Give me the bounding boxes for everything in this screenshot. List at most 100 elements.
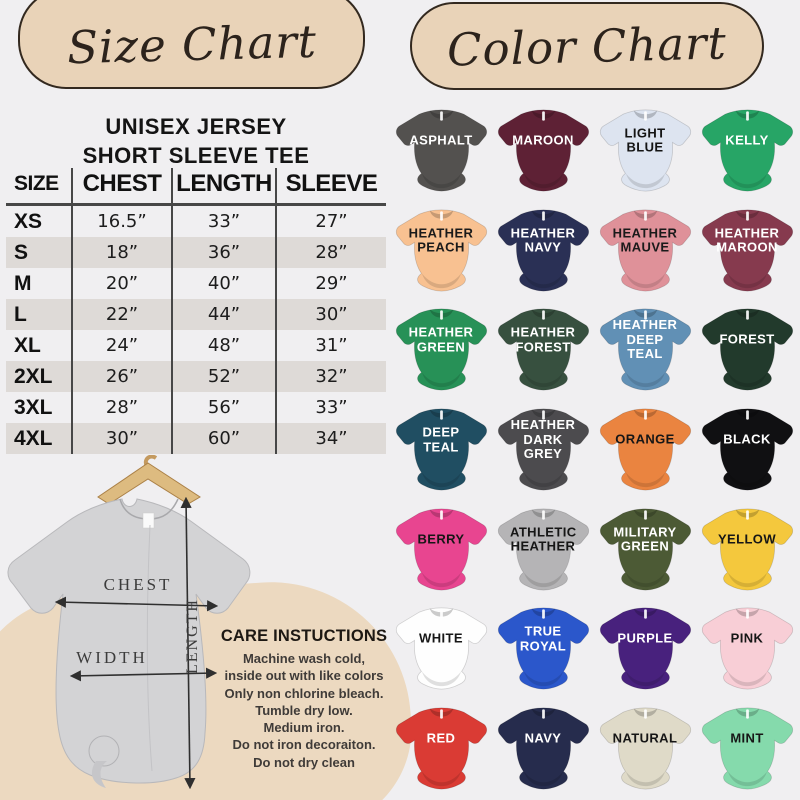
color-swatch: HEATHER NAVY: [492, 200, 594, 300]
color-name-label: TRUE ROYAL: [519, 623, 567, 654]
color-name-label: NAVY: [524, 730, 562, 746]
care-line: Only non chlorine bleach.: [224, 685, 384, 701]
color-name-label: HEATHER DARK GREY: [510, 417, 576, 462]
color-swatch: FOREST: [696, 299, 798, 399]
color-name-label: ATHLETIC HEATHER: [510, 524, 577, 554]
measurement-arrows: [54, 496, 219, 790]
color-swatch: NAVY: [492, 698, 594, 798]
color-name-label: DEEP TEAL: [422, 424, 460, 455]
color-name-label: PINK: [730, 631, 764, 647]
color-swatch: MINT: [696, 698, 798, 798]
color-swatch: DEEP TEAL: [390, 399, 492, 499]
color-swatch: MAROON: [492, 100, 594, 200]
col-header-chest: CHEST: [71, 168, 172, 206]
color-swatch: MILITARY GREEN: [594, 499, 696, 599]
size-cell: M: [14, 271, 32, 295]
tshirt-icon: [698, 105, 797, 195]
sleeve-cell: 27”: [275, 204, 386, 237]
color-swatch: TRUE ROYAL: [492, 599, 594, 699]
color-chart-title: Color Chart: [446, 15, 728, 77]
length-cell: 48”: [171, 330, 276, 361]
size-cell: 3XL: [14, 395, 53, 419]
color-name-label: YELLOW: [717, 531, 776, 547]
size-table-row: 3XL 28” 56” 33”: [6, 392, 386, 423]
color-swatch: ORANGE: [594, 399, 696, 499]
chest-cell: 30”: [71, 423, 172, 454]
chest-cell: 26”: [71, 361, 172, 392]
tshirt-icon: [392, 504, 491, 594]
tshirt-icon: [392, 603, 491, 693]
tshirt-icon: [698, 304, 797, 394]
color-name-label: MILITARY GREEN: [613, 524, 677, 554]
color-name-label: MINT: [730, 730, 764, 746]
col-header-length: LENGTH: [171, 168, 276, 206]
tshirt-icon: [698, 504, 797, 594]
sleeve-cell: 29”: [275, 268, 386, 299]
color-swatch: ASPHALT: [390, 100, 492, 200]
sleeve-cell: 33”: [275, 392, 386, 423]
color-name-label: HEATHER MAROON: [714, 225, 780, 255]
col-header-size: SIZE: [6, 168, 72, 206]
color-swatch: HEATHER MAUVE: [594, 200, 696, 300]
chest-cell: 24”: [71, 330, 172, 361]
length-cell: 33”: [171, 204, 276, 237]
color-name-label: RED: [426, 730, 456, 746]
color-name-label: WHITE: [419, 631, 463, 647]
color-chart-grid: ASPHALT MAROON LIGHT BLUE KELLY HEATHER …: [390, 100, 798, 798]
color-swatch: RED: [390, 698, 492, 798]
size-cell: XS: [14, 209, 43, 233]
color-swatch: LIGHT BLUE: [594, 100, 696, 200]
color-swatch: HEATHER DEEP TEAL: [594, 299, 696, 399]
product-title-line1: UNISEX JERSEY: [105, 114, 287, 139]
size-cell: XL: [14, 333, 41, 357]
size-table-row: 4XL 30” 60” 34”: [6, 423, 386, 454]
tshirt-icon: [698, 404, 797, 494]
length-cell: 52”: [171, 361, 276, 392]
tshirt-figure: [7, 498, 251, 788]
color-swatch: HEATHER DARK GREY: [492, 399, 594, 499]
sleeve-cell: 34”: [275, 423, 386, 454]
size-table-row: L 22” 44” 30”: [6, 299, 386, 330]
chest-cell: 20”: [71, 268, 172, 299]
color-swatch: PINK: [696, 599, 798, 699]
tshirt-icon: [698, 703, 797, 793]
color-name-label: MAROON: [512, 132, 574, 148]
color-swatch: HEATHER MAROON: [696, 200, 798, 300]
color-name-label: ORANGE: [615, 431, 675, 447]
length-cell: 60”: [171, 423, 276, 454]
tshirt-icon: [392, 105, 491, 195]
length-arrow: [180, 496, 196, 790]
size-cell: L: [14, 302, 27, 326]
color-swatch: WHITE: [390, 599, 492, 699]
size-cell: 2XL: [14, 364, 53, 388]
length-cell: 36”: [171, 237, 276, 268]
col-header-sleeve: SLEEVE: [275, 168, 386, 206]
chest-cell: 28”: [71, 392, 172, 423]
color-swatch: HEATHER GREEN: [390, 299, 492, 399]
size-table-header: SIZE CHEST LENGTH SLEEVE: [6, 168, 386, 206]
sleeve-cell: 31”: [275, 330, 386, 361]
size-chart-title: Size Chart: [66, 14, 318, 75]
color-name-label: HEATHER DEEP TEAL: [612, 317, 678, 362]
length-cell: 40”: [171, 268, 276, 299]
care-instructions-heading: CARE INSTUCTIONS: [220, 627, 388, 645]
tshirt-icon: [596, 404, 695, 494]
size-cell: 4XL: [14, 426, 53, 450]
color-swatch: ATHLETIC HEATHER: [492, 499, 594, 599]
color-name-label: HEATHER GREEN: [408, 324, 474, 355]
size-table-row: M 20” 40” 29”: [6, 268, 386, 299]
size-table-row: 2XL 26” 52” 32”: [6, 361, 386, 392]
color-swatch: BLACK: [696, 399, 798, 499]
tshirt-icon: [494, 703, 593, 793]
color-chart-heading-pill: Color Chart: [410, 2, 764, 90]
color-name-label: KELLY: [725, 132, 769, 148]
color-name-label: HEATHER PEACH: [408, 225, 474, 255]
color-name-label: PURPLE: [617, 631, 673, 647]
color-swatch: HEATHER PEACH: [390, 200, 492, 300]
tshirt-icon: [596, 603, 695, 693]
color-name-label: LIGHT BLUE: [624, 125, 666, 155]
size-table-row: XS 16.5” 33” 27”: [6, 204, 386, 237]
color-name-label: BLACK: [723, 431, 771, 447]
care-line: Medium iron.: [263, 720, 345, 736]
measurement-figure: [7, 455, 251, 790]
